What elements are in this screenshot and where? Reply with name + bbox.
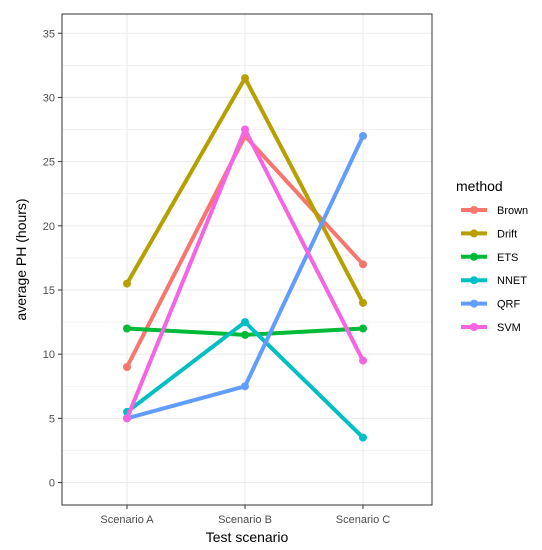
y-tick-label: 20 [43,221,55,233]
y-axis-title: average PH (hours) [13,198,29,320]
plot-border [61,13,433,506]
legend-key-point-nnet [470,276,478,285]
y-tick-label: 35 [43,28,55,40]
plot-panel [62,14,432,505]
data-point-svm [241,125,249,134]
y-tick-label: 15 [43,285,55,297]
legend-key-point-svm [470,323,478,331]
grid-lines [62,14,432,505]
x-tick-label: Scenario C [336,514,390,526]
legend-label-nnet: NNET [497,275,527,287]
legend-label-svm: SVM [497,322,521,334]
legend-title: method [456,178,503,194]
data-point-nnet [359,433,367,442]
axes: 0 5 10 15 20 25 30 35 Scenario A Scenario B Scenar… [43,13,433,526]
data-point-svm [123,414,131,423]
legend: method Brown Drift ETS NNET QRF SVM [456,178,528,334]
data-point-ets [359,324,367,333]
y-tick-label: 10 [43,349,55,361]
data-point-nnet [241,318,249,327]
legend-key-point-drift [470,229,478,238]
legend-key-point-brown [470,206,478,214]
data-point-ets [241,330,249,339]
x-axis-title: Test scenario [206,529,289,545]
data-point-ets [123,324,131,333]
legend-label-ets: ETS [497,252,518,264]
x-tick-label: Scenario A [100,514,154,526]
data-point-qrf [359,131,367,140]
data-point-svm [359,356,367,365]
y-tick-label: 0 [49,478,55,490]
legend-label-qrf: QRF [497,299,521,311]
legend-key-point-qrf [470,299,478,308]
data-point-qrf [241,382,249,391]
data-point-brown [123,363,131,372]
legend-key-point-ets [470,252,478,261]
legend-label-brown: Brown [497,205,528,217]
data-point-drift [359,298,367,307]
data-point-drift [123,279,131,288]
plot-background [62,14,432,505]
legend-label-drift: Drift [497,228,517,240]
x-tick-label: Scenario B [218,514,272,526]
series-lines [123,74,367,442]
data-point-brown [359,260,367,269]
y-tick-label: 30 [43,92,55,104]
y-tick-label: 25 [43,157,55,169]
data-point-drift [241,74,249,83]
y-tick-label: 5 [49,413,55,425]
